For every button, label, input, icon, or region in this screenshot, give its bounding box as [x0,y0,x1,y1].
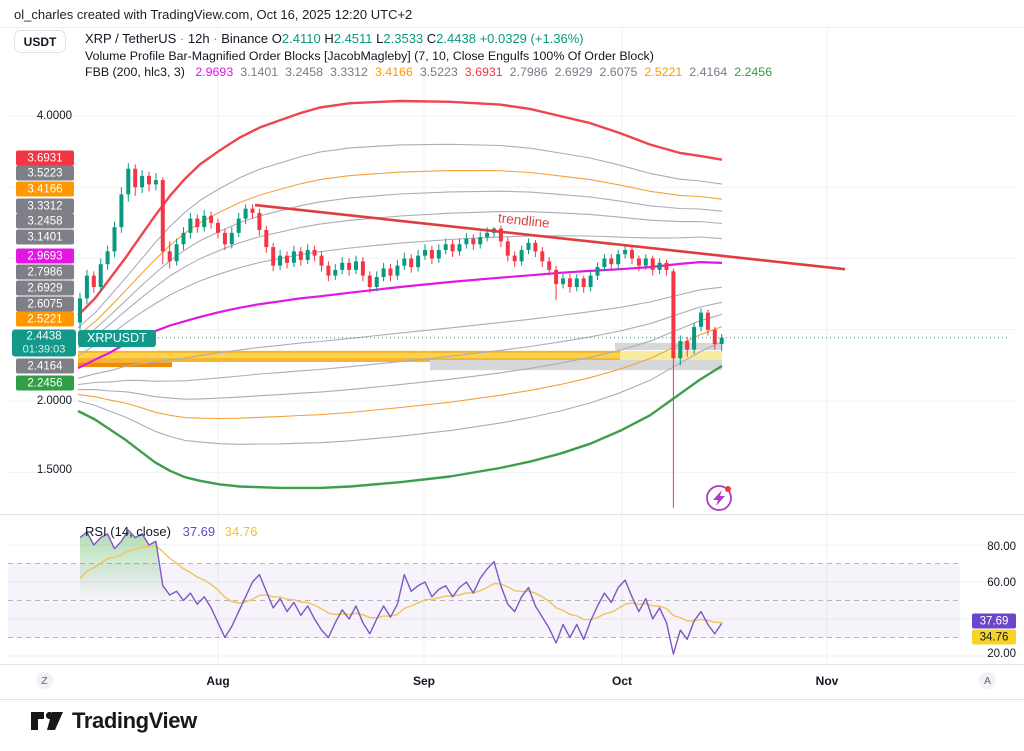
price-axis-badge: 3.1401 [16,229,74,245]
order-block-pale-yellow [620,350,722,360]
order-block-gold-bright [78,352,625,359]
price-axis-badge: 3.2458 [16,213,74,229]
auto-scale-button[interactable]: A [979,672,996,689]
rsi-axis-label: 20.00 [987,648,1016,660]
change-value: +0.0329 (+1.36%) [479,31,584,46]
rsi-indicator-name: RSI (14, close) [85,524,171,539]
current-price-badge: 2.4438 01:39:03 [12,329,76,357]
low-value: 2.3533 [383,31,424,46]
open-value: 2.4110 [281,31,321,46]
rsi-value-badge: 34.76 [972,629,1016,645]
price-axis-badge: 3.4166 [16,181,74,197]
time-axis-month[interactable]: Sep [412,674,436,688]
price-axis-badge: 2.4164 [16,358,74,374]
price-axis-badge: 2.6075 [16,296,74,312]
symbol-tag: XRPUSDT [78,330,156,347]
high-value: 2.4511 [333,31,373,46]
price-axis-badge: 2.5221 [16,311,74,327]
rsi-axis-label: 60.00 [987,577,1016,589]
order-block-gray-top [615,342,722,350]
fbb-lower-0.764 [77,341,723,445]
price-axis-badge: 2.7986 [16,264,74,280]
fbb-band-value: 3.4166 [374,65,413,79]
indicator-fbb-row[interactable]: FBB (200, hlc3, 3) 2.9693 3.1401 3.2458 3.3… [85,64,772,81]
fbb-values: 2.9693 3.1401 3.2458 3.3312 3.4166 3.5223 3.69… [188,65,772,79]
price-axis-badge: 2.6929 [16,280,74,296]
time-axis-month[interactable]: Nov [815,674,839,688]
fbb-lower-0.5 [78,313,723,400]
fbb-upper-0.5 [77,190,723,343]
fbb-band-value: 3.3312 [330,65,368,79]
fbb-lower-0.618 [77,326,723,420]
price-axis-badge: 3.3312 [16,198,74,214]
fbb-band-value: 2.4164 [689,65,728,79]
trendline[interactable] [254,203,846,271]
separator-dot: · [213,31,218,46]
interval-label[interactable]: 12h [187,31,210,46]
time-axis-month[interactable]: Aug [206,674,230,688]
candles [78,163,724,508]
open-letter: O [271,31,282,46]
price-axis-badge: 3.6931 [16,150,74,166]
fbb-upper-0.618 [77,170,723,337]
price-axis-label: 2.0000 [36,395,72,407]
fbb-band-value: 2.6929 [554,65,593,79]
symbol-name[interactable]: XRP / TetherUS [85,31,177,46]
fbb-band-value: 2.9693 [195,65,234,79]
fbb-band-value: 3.6931 [464,65,503,79]
legend: XRP / TetherUS · 12h · Binance O2.4110 H… [85,31,772,81]
time-axis-month[interactable]: Oct [611,674,633,688]
order-block-gray-bottom [430,359,722,371]
price-axis-label: 4.0000 [36,110,72,122]
fbb-lower-1 [77,364,723,490]
timezone-button[interactable]: Z [36,672,53,689]
order-block-orange-left [78,362,172,368]
rsi-axis-label: 80.00 [987,541,1016,553]
bar-countdown: 01:39:03 [22,343,66,356]
high-letter: H [324,31,334,46]
fbb-upper-1 [77,99,723,317]
fbb-indicator-name: FBB (200, hlc3, 3) [85,65,185,79]
tradingview-logo[interactable]: TradingView [30,706,197,736]
fbb-upper-0.764 [77,143,723,329]
fbb-lower-0.236 [77,286,723,379]
fbb-band-value: 2.6075 [599,65,638,79]
price-axis-badge: 2.9693 [16,248,74,264]
fbb-band-value: 2.2456 [734,65,773,79]
current-price-value: 2.4438 [26,330,62,343]
price-axis-badge: 3.5223 [16,165,74,181]
rsi-ma-value: 34.76 [224,524,258,539]
fbb-band-value: 2.5221 [644,65,683,79]
tradingview-logo-text: TradingView [72,708,197,733]
rsi-value-badge: 37.69 [972,613,1016,629]
legend-symbol-row[interactable]: XRP / TetherUS · 12h · Binance O2.4110 H… [85,31,772,48]
rsi-ma-line [79,545,722,624]
rsi-legend-row[interactable]: RSI (14, close) 37.69 34.76 [85,524,257,539]
price-axis-badge: 2.2456 [16,375,74,391]
flash-event-icon[interactable] [706,485,732,511]
tradingview-logo-icon [31,711,63,730]
fbb-band-value: 3.5223 [419,65,458,79]
separator-dot: · [179,31,185,46]
indicator-volume-profile-row[interactable]: Volume Profile Bar-Magnified Order Block… [85,48,654,63]
rsi-value: 37.69 [182,524,216,539]
price-axis-label: 1.5000 [36,464,72,476]
attribution-text: ol_charles created with TradingView.com,… [14,7,413,22]
fbb-upper-0.382 [77,211,723,349]
close-letter: C [426,31,437,46]
currency-toggle-button[interactable]: USDT [14,30,66,53]
rsi-overbought-fill [80,530,170,601]
low-letter: L [376,31,384,46]
fbb-band-value: 3.1401 [240,65,279,79]
exchange-label: Binance [221,31,269,46]
main-pane[interactable] [77,99,724,508]
fbb-lower-0.382 [77,301,723,386]
close-value: 2.4438 [436,31,476,46]
rsi-line [79,529,723,655]
fbb-band-value: 2.7986 [509,65,548,79]
fbb-band-value: 3.2458 [285,65,324,79]
